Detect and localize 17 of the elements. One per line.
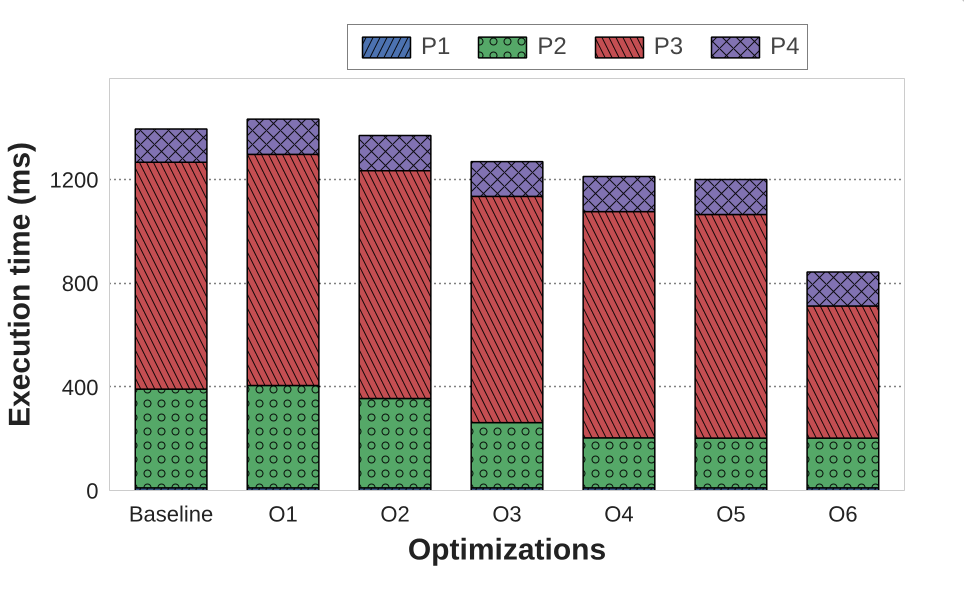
legend-label: P2: [537, 33, 567, 61]
x-axis-title: Optimizations: [408, 534, 606, 566]
y-tick-label: 800: [62, 271, 99, 296]
x-tick-label: Baseline: [128, 502, 214, 526]
y-tick-label: 400: [62, 374, 99, 400]
x-tick-label: O1: [268, 502, 298, 526]
legend-label: P3: [654, 33, 684, 61]
x-tick-label: O2: [380, 502, 410, 526]
x-tick-label: O6: [828, 502, 858, 526]
y-tick-label: 0: [86, 478, 99, 504]
legend-label: P1: [421, 33, 450, 61]
y-tick-label: 1200: [50, 168, 99, 193]
y-axis-title: Execution time (ms): [4, 142, 37, 428]
legend-label: P4: [770, 33, 800, 61]
x-tick-label: O4: [604, 502, 634, 526]
x-tick-label: O5: [716, 502, 746, 526]
x-tick-label: O3: [492, 502, 522, 526]
